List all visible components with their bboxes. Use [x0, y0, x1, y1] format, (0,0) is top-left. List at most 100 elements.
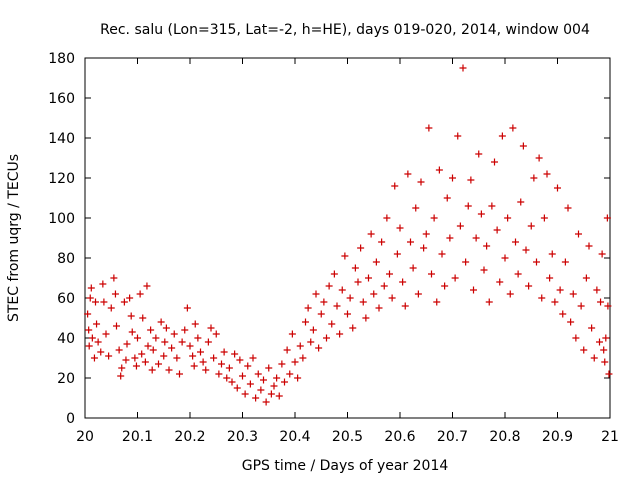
data-point	[604, 302, 612, 310]
data-point	[333, 302, 341, 310]
data-point	[430, 214, 438, 222]
data-point	[559, 310, 567, 318]
data-point	[204, 338, 212, 346]
data-point	[178, 338, 186, 346]
data-point	[149, 346, 157, 354]
data-point	[267, 390, 275, 398]
y-tick-label: 40	[57, 331, 75, 347]
data-point	[470, 286, 477, 294]
data-point	[454, 132, 462, 140]
y-tick-label: 140	[48, 131, 75, 147]
data-point	[85, 326, 93, 334]
axis-ticks: 20 20.1 20.2 20.3 20.4 20.5 20.6 20.7 20.8 20.9 21…	[48, 51, 619, 445]
data-point	[593, 286, 601, 294]
data-point	[92, 298, 99, 306]
data-point	[111, 290, 119, 298]
data-point	[330, 270, 338, 278]
x-tick-label: 20.7	[437, 429, 468, 445]
data-point	[273, 374, 281, 382]
data-point	[291, 358, 299, 366]
data-point	[533, 258, 540, 266]
x-axis-label: GPS time / Days of year 2014	[242, 458, 449, 474]
data-point	[370, 290, 378, 298]
data-point	[239, 372, 246, 380]
data-point	[141, 358, 149, 366]
data-point	[512, 238, 519, 246]
data-point	[428, 270, 435, 278]
data-point	[475, 150, 483, 158]
data-point	[94, 338, 102, 346]
data-point	[160, 352, 168, 360]
data-point	[365, 274, 372, 282]
data-point	[504, 214, 512, 222]
data-point	[391, 182, 399, 190]
data-point	[446, 234, 454, 242]
data-point	[84, 310, 92, 318]
data-point	[249, 354, 257, 362]
data-point	[88, 334, 96, 342]
data-point	[309, 326, 317, 334]
data-point	[87, 284, 95, 292]
x-tick-label: 20.8	[489, 429, 520, 445]
data-point	[603, 214, 611, 222]
data-point	[372, 258, 380, 266]
data-point	[493, 226, 501, 234]
data-point	[435, 166, 443, 174]
data-point	[157, 318, 165, 326]
data-point	[535, 154, 543, 162]
data-point	[283, 346, 291, 354]
data-point	[288, 330, 296, 338]
y-tick-label: 100	[48, 211, 75, 227]
data-point	[597, 298, 605, 306]
data-point	[580, 346, 588, 354]
data-point	[420, 244, 428, 252]
data-point	[127, 312, 135, 320]
data-point	[126, 294, 134, 302]
data-point	[215, 370, 223, 378]
data-point	[388, 294, 396, 302]
data-point	[148, 366, 156, 374]
data-point	[590, 354, 598, 362]
data-point	[561, 258, 569, 266]
data-point	[441, 282, 449, 290]
data-point	[118, 364, 126, 372]
data-point	[483, 242, 491, 250]
data-point	[176, 370, 183, 378]
data-point	[464, 202, 472, 210]
data-point	[194, 334, 202, 342]
data-point	[527, 222, 535, 230]
x-tick-label: 20.3	[227, 429, 258, 445]
data-point	[90, 354, 98, 362]
data-point	[341, 252, 349, 260]
data-point	[210, 354, 218, 362]
data-point	[312, 290, 320, 298]
data-point	[551, 298, 559, 306]
data-point	[467, 176, 475, 184]
data-point	[396, 224, 404, 232]
data-point	[183, 304, 191, 312]
data-point	[393, 250, 401, 258]
data-point	[136, 290, 144, 298]
data-point	[315, 344, 323, 352]
data-point	[138, 350, 146, 358]
data-point	[378, 238, 386, 246]
data-point	[115, 346, 123, 354]
data-point	[514, 270, 522, 278]
data-point	[548, 250, 556, 258]
data-point	[582, 274, 590, 282]
data-point	[107, 304, 115, 312]
x-tick-label: 20.6	[384, 429, 415, 445]
data-point	[401, 302, 409, 310]
data-point	[451, 274, 459, 282]
data-point	[425, 124, 433, 132]
data-point	[414, 290, 422, 298]
data-point	[170, 330, 178, 338]
data-point	[577, 302, 585, 310]
data-point	[496, 278, 504, 286]
data-point	[540, 214, 548, 222]
data-point	[485, 298, 493, 306]
data-point	[197, 348, 204, 356]
data-point	[362, 314, 370, 322]
data-point	[498, 132, 506, 140]
data-point	[199, 358, 207, 366]
